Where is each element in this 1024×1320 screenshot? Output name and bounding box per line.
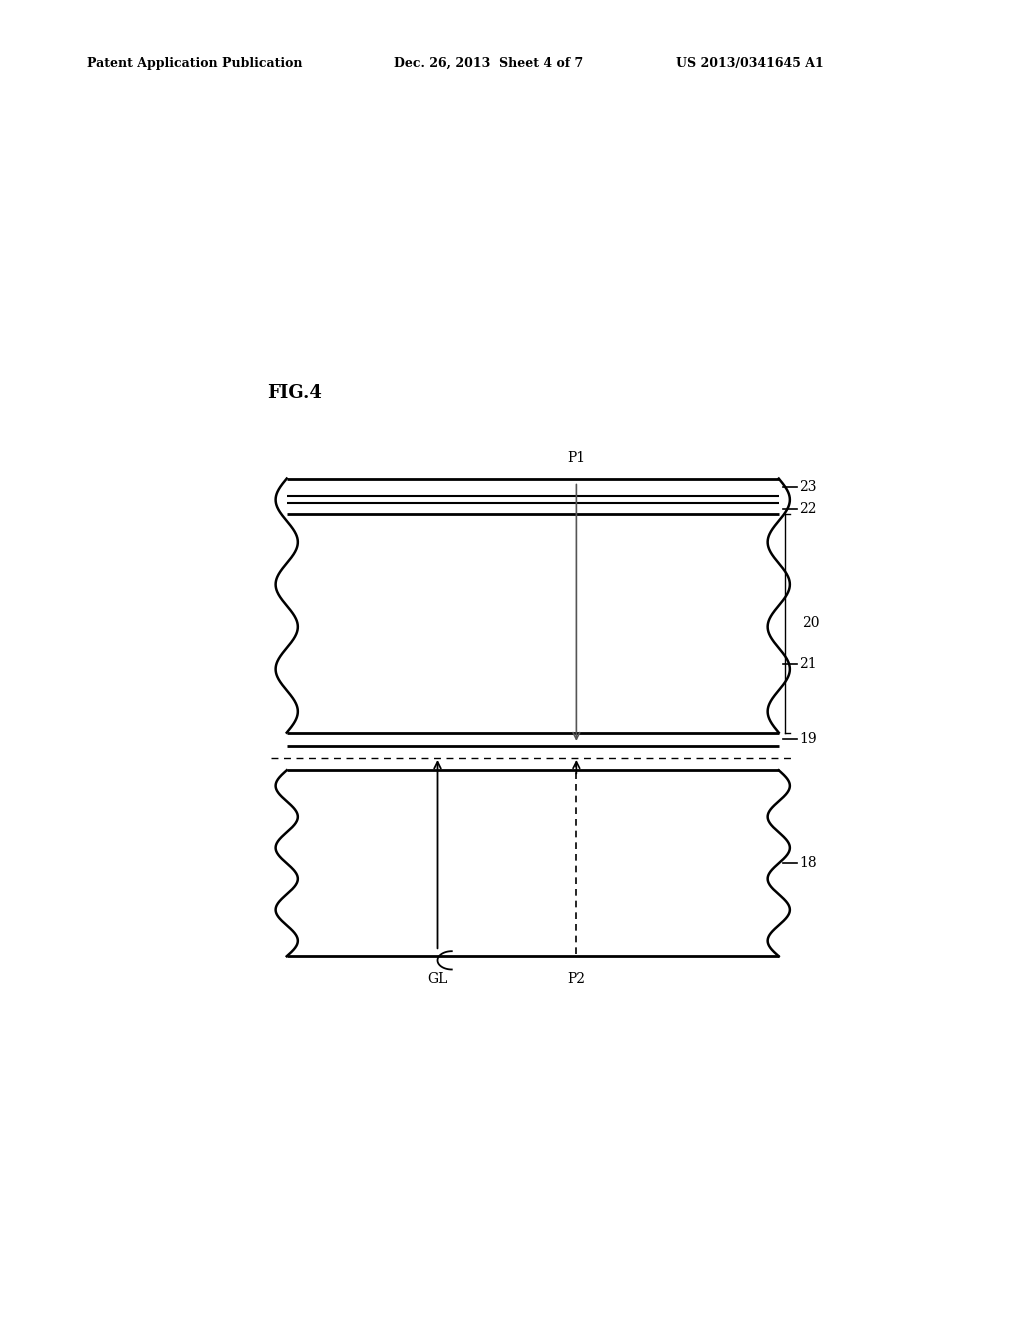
Text: GL: GL (427, 972, 447, 986)
Text: 18: 18 (800, 857, 817, 870)
Text: P1: P1 (567, 451, 586, 466)
Text: P2: P2 (567, 972, 586, 986)
Text: 20: 20 (803, 616, 820, 631)
Text: Dec. 26, 2013  Sheet 4 of 7: Dec. 26, 2013 Sheet 4 of 7 (394, 57, 584, 70)
Text: FIG.4: FIG.4 (267, 384, 322, 403)
Text: 23: 23 (800, 480, 817, 494)
Text: Patent Application Publication: Patent Application Publication (87, 57, 302, 70)
Text: 22: 22 (800, 502, 817, 516)
Text: US 2013/0341645 A1: US 2013/0341645 A1 (676, 57, 823, 70)
Text: 19: 19 (800, 733, 817, 746)
Text: 21: 21 (800, 657, 817, 671)
